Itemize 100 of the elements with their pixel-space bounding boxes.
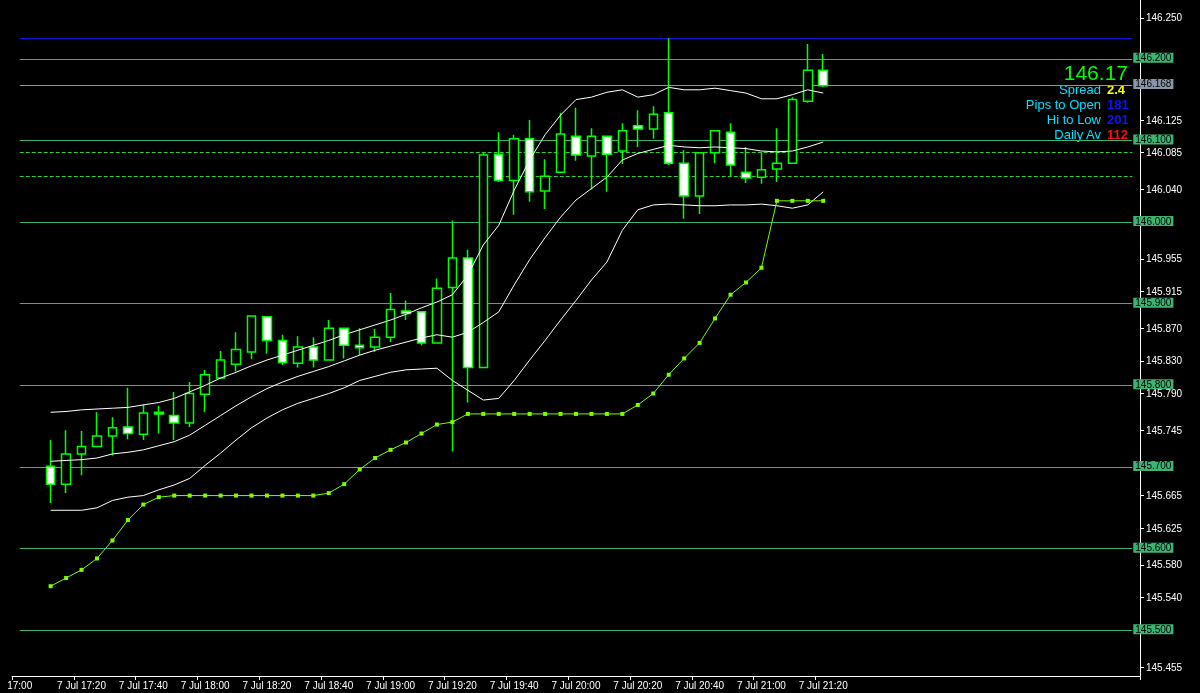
point — [110, 538, 115, 543]
y-tick-label: 145.625 — [1146, 522, 1183, 534]
candlestick — [199, 369, 211, 414]
point — [574, 411, 578, 416]
y-tick-label: 146.085 — [1146, 147, 1183, 159]
candlestick — [416, 311, 427, 347]
candlestick — [215, 350, 226, 379]
point — [64, 576, 69, 581]
candlestick — [338, 327, 350, 360]
point — [450, 420, 455, 425]
x-tick-label: 7 Jul 19:20 — [427, 679, 478, 691]
point — [651, 391, 656, 396]
point — [234, 493, 239, 498]
point — [543, 411, 548, 416]
candlestick — [539, 158, 551, 210]
annotation: 112 — [1107, 127, 1128, 142]
point — [264, 493, 269, 498]
point — [94, 556, 99, 561]
point — [249, 493, 254, 498]
annotation: 146.17 — [1063, 61, 1128, 84]
y-tick-label: 145.580 — [1146, 559, 1183, 571]
y-tick-label: 145.915 — [1146, 285, 1183, 297]
x-tick-label: 7 Jul 19:00 — [366, 679, 416, 691]
candlestick — [617, 122, 628, 165]
candlestick — [787, 96, 798, 165]
candlestick — [323, 319, 335, 361]
y-tick-label: 146.040 — [1146, 183, 1183, 195]
point — [666, 372, 671, 377]
point — [465, 411, 470, 416]
ref-line-label: 145.800 — [1135, 378, 1172, 390]
point — [373, 456, 378, 461]
candlestick — [292, 335, 304, 369]
x-tick-label: 7 Jul 20:20 — [613, 679, 663, 691]
candlestick — [817, 53, 829, 89]
point — [203, 493, 208, 498]
point — [759, 265, 764, 270]
x-tick-label: 7 Jul 18:40 — [304, 679, 354, 691]
point — [311, 493, 316, 498]
annotation: Pips to Open — [1025, 97, 1101, 112]
candlestick — [555, 111, 566, 174]
candlestick — [385, 292, 396, 343]
point — [527, 411, 532, 416]
point — [682, 356, 687, 361]
point — [805, 198, 810, 203]
candlestick — [447, 219, 458, 453]
y-tick-label: 146.250 — [1146, 12, 1183, 24]
point — [635, 402, 640, 407]
candlestick — [354, 327, 365, 356]
ref-line-label: 145.600 — [1135, 542, 1172, 554]
point — [357, 467, 362, 472]
ref-line-label: 146.000 — [1135, 215, 1172, 227]
ref-line-label: 146.168 — [1135, 78, 1172, 90]
point — [187, 493, 192, 498]
point — [481, 411, 486, 416]
y-tick-label: 145.830 — [1146, 355, 1183, 367]
candlestick — [400, 299, 412, 321]
point — [218, 493, 223, 498]
y-tick-label: 145.955 — [1146, 253, 1183, 265]
candlestick — [586, 127, 597, 191]
point — [172, 493, 177, 498]
point — [790, 198, 795, 203]
point — [79, 567, 84, 572]
y-tick-label: 145.790 — [1146, 388, 1183, 400]
ref-line-label: 146.200 — [1135, 52, 1172, 64]
candlestick — [478, 151, 489, 369]
candlestick — [694, 151, 705, 215]
candlestick — [756, 151, 767, 185]
candlestick — [91, 411, 103, 448]
candlestick — [648, 105, 659, 140]
candlestick — [369, 328, 381, 353]
candlestick — [740, 146, 752, 184]
x-tick-label: 7 Jul 21:00 — [736, 679, 787, 691]
annotation: Hi to Low — [1046, 112, 1102, 127]
point — [620, 411, 625, 416]
y-tick-label: 145.665 — [1146, 490, 1183, 502]
point — [496, 411, 501, 416]
candlestick — [570, 107, 582, 162]
annotation: Spread — [1059, 82, 1101, 97]
point — [141, 502, 146, 507]
point — [280, 493, 285, 498]
x-tick-label: 7 Jul 19:40 — [489, 679, 540, 691]
candlestick — [246, 315, 257, 360]
x-tick-label: 17:00 — [7, 679, 33, 691]
x-tick-label: 7 Jul 18:00 — [180, 679, 231, 691]
point — [774, 198, 779, 203]
point — [342, 482, 347, 487]
point — [558, 411, 563, 416]
y-tick-label: 145.455 — [1146, 661, 1183, 673]
ref-line-label: 145.700 — [1135, 460, 1172, 472]
point — [388, 447, 393, 452]
point — [512, 411, 517, 416]
point — [326, 491, 331, 496]
candlestick — [261, 316, 273, 355]
point — [434, 422, 439, 427]
candlestick — [462, 249, 474, 404]
point — [728, 292, 733, 297]
y-tick-label: 145.870 — [1146, 322, 1183, 334]
candlestick — [524, 119, 535, 203]
candlestick — [230, 331, 242, 373]
ref-line-label: 146.100 — [1135, 133, 1172, 145]
